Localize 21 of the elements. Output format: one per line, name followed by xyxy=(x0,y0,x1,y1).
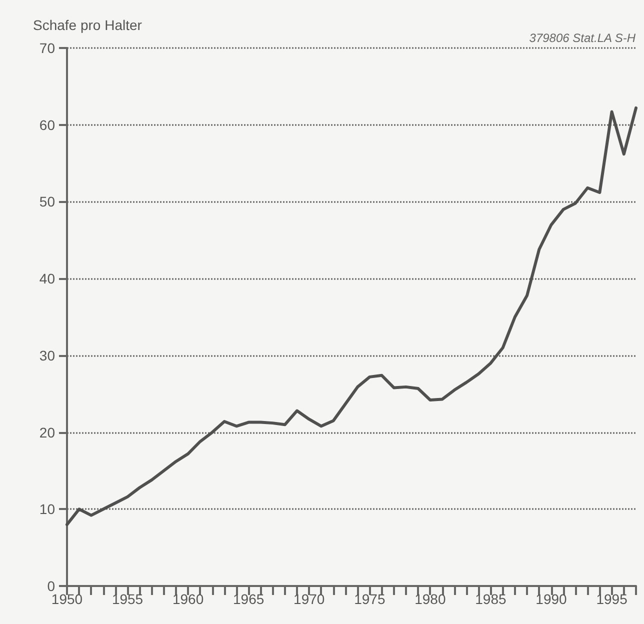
x-tick-label: 1985 xyxy=(475,591,507,607)
y-tick-label: 0 xyxy=(47,578,56,594)
x-tick-label: 1960 xyxy=(172,591,204,607)
y-tick-label: 10 xyxy=(39,501,56,518)
y-tick-label: 30 xyxy=(39,347,56,364)
y-tick-label: 70 xyxy=(39,40,56,56)
y-tick-label: 50 xyxy=(39,194,56,210)
y-tick-label: 40 xyxy=(39,270,56,287)
x-tick-label: 1995 xyxy=(596,591,628,607)
line-series xyxy=(66,106,638,526)
x-tick-label: 1990 xyxy=(536,591,568,607)
x-tick-label: 1965 xyxy=(233,591,264,607)
x-tick-label: 1970 xyxy=(294,591,325,607)
x-tick-label: 1955 xyxy=(112,591,144,607)
y-tick-label: 60 xyxy=(39,116,56,133)
x-tick-label: 1975 xyxy=(354,591,386,607)
x-tick-label: 1980 xyxy=(414,591,446,607)
text: 379806 Stat.LA S-H xyxy=(529,31,636,45)
x-tick-label: 1950 xyxy=(51,591,83,607)
y-axis-title: Schafe pro Halter xyxy=(33,17,142,33)
y-tick-label: 20 xyxy=(39,424,56,440)
